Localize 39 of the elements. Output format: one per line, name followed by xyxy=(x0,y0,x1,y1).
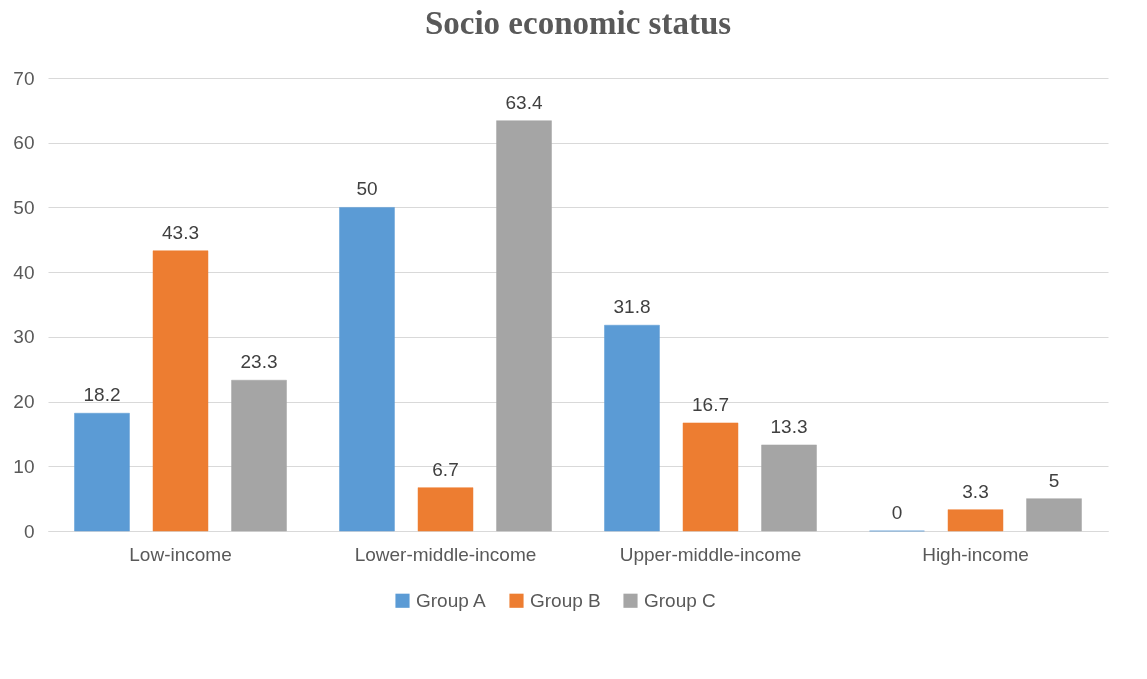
data-label: 0 xyxy=(891,502,903,523)
y-tick-label: 0 xyxy=(23,520,35,542)
data-label: 6.7 xyxy=(432,458,459,480)
y-tick-label: 40 xyxy=(13,261,35,283)
bar xyxy=(682,422,739,532)
y-tick-label: 10 xyxy=(13,455,35,477)
chart-title: Socio economic status xyxy=(424,5,732,41)
y-tick-label: 70 xyxy=(13,67,35,89)
data-label: 3.3 xyxy=(962,480,989,502)
bar xyxy=(152,250,209,532)
data-label: 50 xyxy=(356,178,378,200)
data-label: 16.7 xyxy=(692,393,729,415)
data-label: 13.3 xyxy=(770,415,808,437)
bar xyxy=(339,207,395,532)
x-tick-label: Upper-middle-income xyxy=(619,543,802,565)
x-tick-label: Lower-middle-income xyxy=(354,543,537,565)
bar xyxy=(496,120,552,532)
y-tick-label: 60 xyxy=(13,132,35,154)
legend-label: Group A xyxy=(416,589,487,611)
data-label: 63.4 xyxy=(505,91,543,113)
legend-label: Group C xyxy=(644,589,716,611)
legend-label: Group B xyxy=(530,589,601,611)
x-tick-label: High-income xyxy=(922,543,1029,565)
bar xyxy=(74,412,130,532)
data-label: 5 xyxy=(1048,469,1060,491)
bar xyxy=(761,444,817,532)
y-tick-label: 30 xyxy=(13,326,35,348)
bar xyxy=(604,324,660,532)
data-label: 23.3 xyxy=(240,351,278,373)
data-label: 31.8 xyxy=(613,296,651,318)
bar xyxy=(947,509,1004,532)
bar xyxy=(231,379,287,532)
y-tick-label: 50 xyxy=(13,196,35,218)
y-tick-label: 20 xyxy=(13,391,35,413)
bar xyxy=(417,487,474,532)
bar xyxy=(1026,498,1082,532)
data-label: 43.3 xyxy=(162,221,199,243)
data-label: 18.2 xyxy=(83,384,121,406)
x-tick-label: Low-income xyxy=(129,543,232,565)
